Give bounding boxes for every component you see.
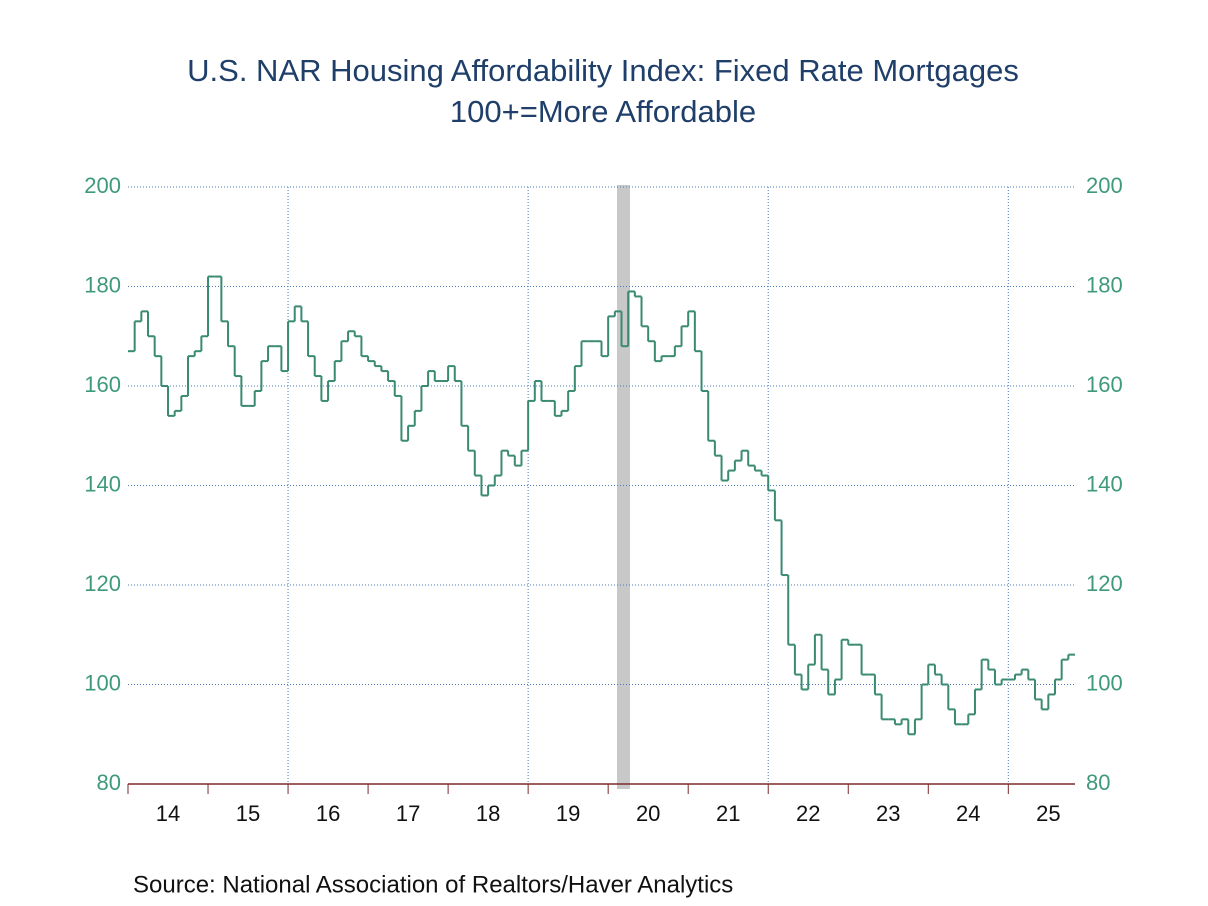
source-note: Source: National Association of Realtors… — [133, 871, 733, 898]
y-tick-label: 100 — [84, 670, 121, 695]
y-tick-label: 120 — [84, 571, 121, 596]
chart-subtitle: 100+=More Affordable — [450, 94, 756, 129]
x-tick-label: 23 — [876, 801, 900, 826]
y-tick-label: 160 — [84, 372, 121, 397]
y-tick-label: 140 — [84, 471, 121, 496]
y2-tick-label: 180 — [1086, 272, 1123, 297]
x-tick-label: 25 — [1036, 801, 1060, 826]
x-tick-label: 16 — [316, 801, 340, 826]
x-tick-label: 18 — [476, 801, 500, 826]
x-tick-label: 19 — [556, 801, 580, 826]
y-tick-label: 180 — [84, 272, 121, 297]
x-tick-label: 17 — [396, 801, 420, 826]
y2-tick-label: 160 — [1086, 372, 1123, 397]
x-tick-label: 21 — [716, 801, 740, 826]
chart-title: U.S. NAR Housing Affordability Index: Fi… — [187, 53, 1019, 88]
y-tick-label: 80 — [97, 770, 121, 795]
y2-tick-label: 200 — [1086, 173, 1123, 198]
y2-tick-label: 100 — [1086, 670, 1123, 695]
x-tick-label: 14 — [156, 801, 180, 826]
x-tick-label: 22 — [796, 801, 820, 826]
x-tick-label: 24 — [956, 801, 980, 826]
y2-tick-label: 80 — [1086, 770, 1110, 795]
x-tick-label: 20 — [636, 801, 660, 826]
x-tick-label: 15 — [236, 801, 260, 826]
y2-tick-label: 140 — [1086, 471, 1123, 496]
recession-shading — [617, 185, 630, 789]
y-tick-label: 200 — [84, 173, 121, 198]
y2-tick-label: 120 — [1086, 571, 1123, 596]
